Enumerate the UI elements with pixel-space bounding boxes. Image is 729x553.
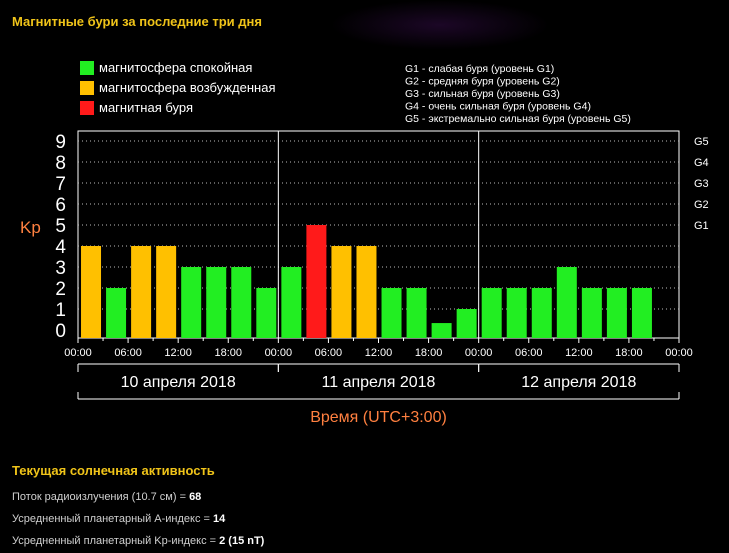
g-level-label: G2 [694, 199, 709, 211]
x-tick-label: 06:00 [114, 347, 142, 359]
day-label: 10 апреля 2018 [121, 374, 236, 391]
y-tick-label: 7 [55, 174, 66, 195]
kp-bar [456, 309, 477, 338]
y-tick-label: 4 [55, 237, 66, 258]
legend-swatch [80, 101, 94, 115]
x-tick-label: 12:00 [365, 347, 393, 359]
y-tick-label: 5 [55, 216, 66, 237]
kp-bar [181, 267, 202, 338]
y-tick-label: 1 [55, 300, 66, 321]
kp-bar [281, 267, 302, 338]
y-axis-label: Kp [20, 218, 41, 237]
y-tick-label: 3 [55, 258, 66, 279]
kp-bar [356, 246, 377, 338]
legend: магнитосфера спокойная магнитосфера возбу… [80, 60, 276, 115]
kp-bar [131, 246, 152, 338]
kp-bar [581, 288, 602, 338]
storm-level-item: G2 - средняя буря (уровень G2) [405, 76, 560, 88]
x-tick-label: 18:00 [615, 347, 643, 359]
legend-swatch [80, 81, 94, 95]
kp-bar [206, 267, 227, 338]
kp-index-suffix: (15 nT) [225, 535, 265, 547]
g-level-label: G1 [694, 220, 709, 232]
y-tick-label: 6 [55, 195, 66, 216]
x-tick-label: 06:00 [315, 347, 343, 359]
kp-bar [556, 267, 577, 338]
kp-bar [156, 246, 177, 338]
legend-label: магнитная буря [99, 100, 193, 115]
x-tick-label: 00:00 [465, 347, 493, 359]
x-axis-label: Время (UTC+3:00) [310, 409, 447, 426]
x-tick-label: 00:00 [265, 347, 293, 359]
storm-level-item: G5 - экстремально сильная буря (уровень … [405, 113, 631, 125]
legend-label: магнитосфера спокойная [99, 60, 252, 75]
storm-level-item: G4 - очень сильная буря (уровень G4) [405, 101, 591, 113]
kp-bar [506, 288, 527, 338]
x-tick-label: 18:00 [415, 347, 443, 359]
day-label: 12 апреля 2018 [521, 374, 636, 391]
a-index-line: Усредненный планетарный A-индекс = 14 [12, 513, 225, 525]
g-level-label: G4 [694, 157, 709, 169]
y-tick-label: 9 [55, 132, 66, 153]
storm-level-list: G1 - слабая буря (уровень G1)G2 - средня… [405, 63, 631, 125]
x-tick-label: 06:00 [515, 347, 543, 359]
kp-bar [431, 323, 452, 338]
a-index-value: 14 [213, 513, 226, 525]
kp-bar [406, 288, 427, 338]
day-label: 11 апреля 2018 [322, 374, 436, 391]
x-tick-label: 12:00 [565, 347, 593, 359]
x-tick-label: 18:00 [214, 347, 242, 359]
x-tick-label: 00:00 [665, 347, 693, 359]
kp-bar [481, 288, 502, 338]
y-tick-label: 8 [55, 153, 66, 174]
g-level-label: G5 [694, 136, 709, 148]
kp-bar [231, 267, 252, 338]
kp-index-value: 2 [219, 535, 226, 547]
storm-level-item: G3 - сильная буря (уровень G3) [405, 88, 560, 100]
a-index-label: Усредненный планетарный A-индекс = [12, 513, 213, 525]
kp-bar [106, 288, 127, 338]
kp-bar [631, 288, 652, 338]
legend-label: магнитосфера возбужденная [99, 80, 276, 95]
y-tick-label: 0 [55, 321, 66, 342]
kp-bar [331, 246, 352, 338]
page-title: Магнитные бури за последние три дня [12, 14, 262, 29]
radio-flux-value: 68 [189, 491, 202, 503]
y-tick-label: 2 [55, 279, 66, 300]
kp-bar [81, 246, 102, 338]
kp-chart: магнитосфера спокойная магнитосфера возбу… [20, 60, 709, 426]
legend-swatch [80, 61, 94, 75]
kp-bar [306, 225, 327, 338]
radio-flux-label: Поток радиоизлучения (10.7 см) = [12, 491, 190, 503]
kp-bar [381, 288, 402, 338]
kp-index-line: Усредненный планетарный Kp-индекс = 2 (1… [12, 535, 264, 547]
storm-level-item: G1 - слабая буря (уровень G1) [405, 63, 554, 75]
kp-index-label: Усредненный планетарный Kp-индекс = [12, 535, 220, 547]
solar-activity-title: Текущая солнечная активность [12, 463, 215, 478]
radio-flux-line: Поток радиоизлучения (10.7 см) = 68 [12, 491, 201, 503]
kp-bar [531, 288, 552, 338]
x-tick-label: 00:00 [64, 347, 92, 359]
kp-bar [256, 288, 277, 338]
x-tick-label: 12:00 [164, 347, 192, 359]
kp-bar [606, 288, 627, 338]
g-level-label: G3 [694, 178, 709, 190]
background-glow [330, 0, 550, 50]
